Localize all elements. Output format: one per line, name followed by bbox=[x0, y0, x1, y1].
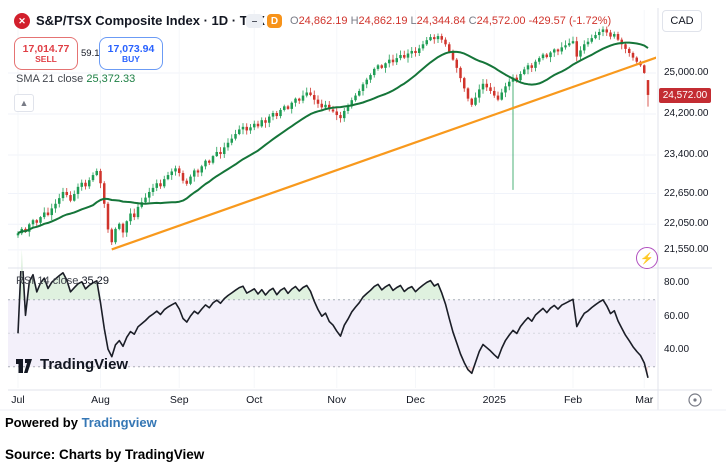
high-value: 24,862.19 bbox=[358, 15, 408, 27]
rsi-value: 35.29 bbox=[81, 275, 109, 287]
powered-by-text: Powered by bbox=[5, 415, 82, 430]
tradingview-link[interactable]: Tradingview bbox=[81, 415, 157, 430]
powered-by-line: Powered by Tradingview bbox=[5, 415, 157, 430]
tsx-logo-icon: ✕ bbox=[14, 13, 30, 29]
sma-legend[interactable]: SMA 21 close 25,372.33 bbox=[16, 73, 135, 85]
sell-label: SELL bbox=[35, 53, 57, 64]
pane-collapse-button[interactable]: ▲ bbox=[14, 94, 34, 112]
source-line: Source: Charts by TradingView bbox=[5, 447, 205, 462]
high-label: H bbox=[350, 15, 359, 27]
watermark-text: TradingView bbox=[40, 356, 129, 373]
ohlc-readout: O24,862.19 H24,862.19 L24,344.84 C24,572… bbox=[290, 15, 611, 27]
symbol-title[interactable]: S&P/TSX Composite Index · 1D · TSX bbox=[36, 13, 265, 28]
buy-label: BUY bbox=[122, 53, 140, 64]
spread-value: 59.17 bbox=[81, 48, 105, 59]
target-icon bbox=[688, 393, 702, 407]
timezone-settings-button[interactable] bbox=[687, 392, 703, 408]
buy-price: 17,073.94 bbox=[107, 42, 155, 55]
sma-label: SMA 21 close bbox=[16, 73, 84, 85]
low-label: L bbox=[410, 15, 417, 27]
currency-selector[interactable]: CAD bbox=[662, 10, 702, 32]
instant-trading-button[interactable]: ⚡ bbox=[636, 247, 658, 269]
chevron-up-icon: ▲ bbox=[19, 98, 29, 108]
sma-value: 25,372.33 bbox=[86, 73, 136, 85]
legend-collapse-chip[interactable]: – bbox=[246, 14, 263, 28]
sell-price: 17,014.77 bbox=[22, 42, 70, 55]
buy-button[interactable]: 17,073.94 BUY bbox=[99, 37, 163, 70]
close-label: C bbox=[468, 15, 477, 27]
low-value: 24,344.84 bbox=[416, 15, 466, 27]
sell-button[interactable]: 17,014.77 SELL bbox=[14, 37, 78, 70]
tradingview-logo-icon bbox=[16, 359, 32, 373]
rsi-label: RSI 14 close bbox=[16, 275, 79, 287]
open-label: O bbox=[290, 15, 299, 27]
interval-badge[interactable]: D bbox=[267, 14, 282, 28]
change-value: -429.57 (-1.72%) bbox=[528, 15, 612, 27]
lightning-bolt-icon: ⚡ bbox=[640, 252, 654, 265]
rsi-legend[interactable]: RSI 14 close 35.29 bbox=[16, 275, 109, 287]
close-value: 24,572.00 bbox=[476, 15, 526, 27]
tradingview-watermark: TradingView bbox=[16, 356, 128, 373]
last-price-badge: 24,572.00 bbox=[659, 88, 711, 103]
symbol-logo[interactable]: ✕ bbox=[14, 13, 30, 29]
open-value: 24,862.19 bbox=[298, 15, 348, 27]
